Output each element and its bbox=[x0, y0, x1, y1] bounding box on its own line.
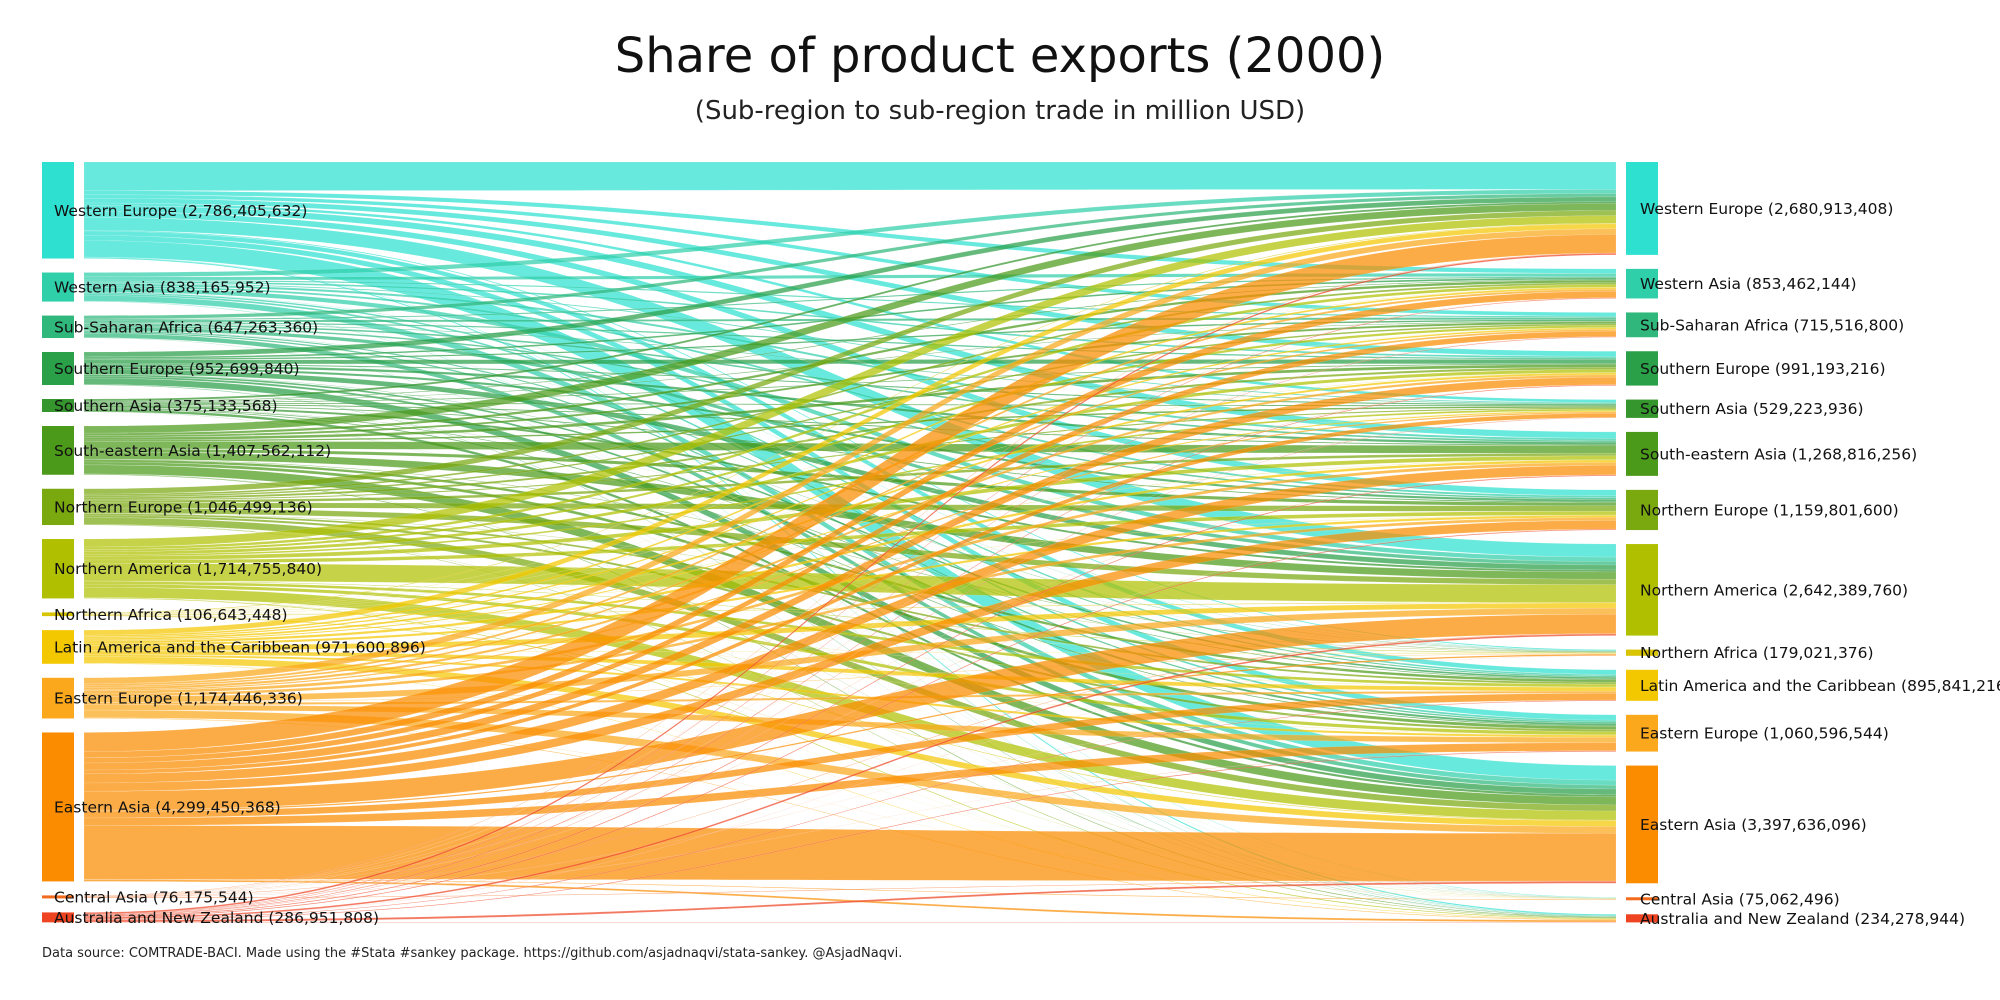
exporter-node-latin-america-and-the-caribbean bbox=[42, 630, 74, 664]
exporter-label-western-europe: Western Europe (2,786,405,632) bbox=[54, 202, 307, 220]
exporter-node-southern-europe bbox=[42, 352, 74, 386]
importer-node-northern-america bbox=[1626, 544, 1658, 636]
flow-australia-and-new-zealand-to-latin-america-and-the-caribbean bbox=[83, 700, 1617, 920]
importer-label-latin-america-and-the-caribbean: Latin America and the Caribbean (895,841… bbox=[1640, 677, 2000, 695]
flow-links bbox=[83, 161, 1617, 923]
flow-eastern-asia-to-northern-africa bbox=[83, 654, 1617, 812]
importer-node-western-europe bbox=[1626, 162, 1658, 255]
importer-label-southern-asia: Southern Asia (529,223,936) bbox=[1640, 400, 1864, 418]
exporter-label-northern-america: Northern America (1,714,755,840) bbox=[54, 560, 322, 578]
flow-australia-and-new-zealand-to-southern-europe bbox=[83, 384, 1617, 916]
exporter-label-western-asia: Western Asia (838,165,952) bbox=[54, 279, 271, 297]
exporter-node-south-eastern-asia bbox=[42, 426, 74, 475]
exporter-node-eastern-asia bbox=[42, 732, 74, 882]
exporter-node-sub-saharan-africa bbox=[42, 315, 74, 338]
flow-australia-and-new-zealand-to-south-eastern-asia bbox=[83, 474, 1617, 917]
importer-node-northern-africa bbox=[1626, 649, 1658, 656]
importer-label-eastern-europe: Eastern Europe (1,060,596,544) bbox=[1640, 725, 1889, 743]
flow-australia-and-new-zealand-to-northern-europe bbox=[83, 529, 1617, 918]
chart-subtitle: (Sub-region to sub-region trade in milli… bbox=[694, 96, 1306, 126]
importer-node-central-asia bbox=[1626, 897, 1658, 901]
importer-label-south-eastern-asia: South-eastern Asia (1,268,816,256) bbox=[1640, 445, 1917, 463]
flow-australia-and-new-zealand-to-eastern-asia bbox=[83, 881, 1617, 923]
exporter-label-latin-america-and-the-caribbean: Latin America and the Caribbean (971,600… bbox=[54, 638, 426, 656]
exporter-label-south-eastern-asia: South-eastern Asia (1,407,562,112) bbox=[54, 442, 331, 460]
flow-australia-and-new-zealand-to-northern-africa bbox=[83, 655, 1617, 920]
exporter-label-central-asia: Central Asia (76,175,544) bbox=[54, 888, 254, 906]
importer-node-eastern-europe bbox=[1626, 714, 1658, 752]
flow-australia-and-new-zealand-to-southern-asia bbox=[83, 417, 1617, 916]
flow-australia-and-new-zealand-to-western-europe bbox=[83, 253, 1617, 915]
importer-label-central-asia: Central Asia (75,062,496) bbox=[1640, 890, 1840, 908]
exporter-node-northern-america bbox=[42, 539, 74, 599]
exporter-label-southern-europe: Southern Europe (952,699,840) bbox=[54, 360, 300, 378]
flow-western-europe-to-western-europe bbox=[83, 161, 1617, 191]
exporter-label-sub-saharan-africa: Sub-Saharan Africa (647,263,360) bbox=[54, 318, 318, 336]
importer-label-northern-america: Northern America (2,642,389,760) bbox=[1640, 581, 1908, 599]
importer-label-northern-europe: Northern Europe (1,159,801,600) bbox=[1640, 501, 1899, 519]
exporter-node-southern-asia bbox=[42, 399, 74, 412]
importer-node-northern-europe bbox=[1626, 489, 1658, 531]
flow-australia-and-new-zealand-to-eastern-europe bbox=[83, 750, 1617, 921]
exporter-label-northern-africa: Northern Africa (106,643,448) bbox=[54, 606, 288, 624]
exporter-node-eastern-europe bbox=[42, 677, 74, 719]
importer-node-sub-saharan-africa bbox=[1626, 312, 1658, 338]
importer-node-australia-and-new-zealand bbox=[1626, 914, 1658, 923]
importer-node-eastern-asia bbox=[1626, 765, 1658, 884]
exporter-node-northern-africa bbox=[42, 612, 74, 617]
exporter-label-eastern-europe: Eastern Europe (1,174,446,336) bbox=[54, 690, 303, 708]
exporter-label-australia-and-new-zealand: Australia and New Zealand (286,951,808) bbox=[54, 909, 379, 927]
importer-node-western-asia bbox=[1626, 268, 1658, 299]
exporter-node-western-asia bbox=[42, 272, 74, 302]
flow-australia-and-new-zealand-to-northern-america bbox=[83, 633, 1617, 919]
importer-node-southern-asia bbox=[1626, 399, 1658, 418]
importer-node-latin-america-and-the-caribbean bbox=[1626, 669, 1658, 701]
chart-source: Data source: COMTRADE-BACI. Made using t… bbox=[42, 946, 903, 961]
exporter-label-eastern-asia: Eastern Asia (4,299,450,368) bbox=[54, 798, 281, 816]
exporter-node-central-asia bbox=[42, 895, 74, 899]
chart-title: Share of product exports (2000) bbox=[614, 28, 1386, 84]
importer-label-eastern-asia: Eastern Asia (3,397,636,096) bbox=[1640, 816, 1867, 834]
importer-label-northern-africa: Northern Africa (179,021,376) bbox=[1640, 644, 1874, 662]
importer-label-sub-saharan-africa: Sub-Saharan Africa (715,516,800) bbox=[1640, 316, 1904, 334]
flow-australia-and-new-zealand-to-western-asia bbox=[83, 297, 1617, 915]
importer-label-southern-europe: Southern Europe (991,193,216) bbox=[1640, 360, 1886, 378]
exporter-node-northern-europe bbox=[42, 488, 74, 526]
nodes: Western Europe (2,786,405,632) Western As… bbox=[42, 162, 2000, 928]
exporter-label-southern-asia: Southern Asia (375,133,568) bbox=[54, 397, 278, 415]
importer-node-southern-europe bbox=[1626, 351, 1658, 386]
exporter-node-australia-and-new-zealand bbox=[42, 912, 74, 923]
importer-node-south-eastern-asia bbox=[1626, 431, 1658, 476]
importer-label-western-asia: Western Asia (853,462,144) bbox=[1640, 275, 1857, 293]
flow-australia-and-new-zealand-to-sub-saharan-africa bbox=[83, 336, 1617, 916]
importer-label-western-europe: Western Europe (2,680,913,408) bbox=[1640, 200, 1893, 218]
exporter-node-western-europe bbox=[42, 162, 74, 259]
importer-label-australia-and-new-zealand: Australia and New Zealand (234,278,944) bbox=[1640, 910, 1965, 928]
flow-eastern-asia-to-eastern-asia bbox=[83, 825, 1617, 882]
exporter-label-northern-europe: Northern Europe (1,046,499,136) bbox=[54, 498, 313, 516]
